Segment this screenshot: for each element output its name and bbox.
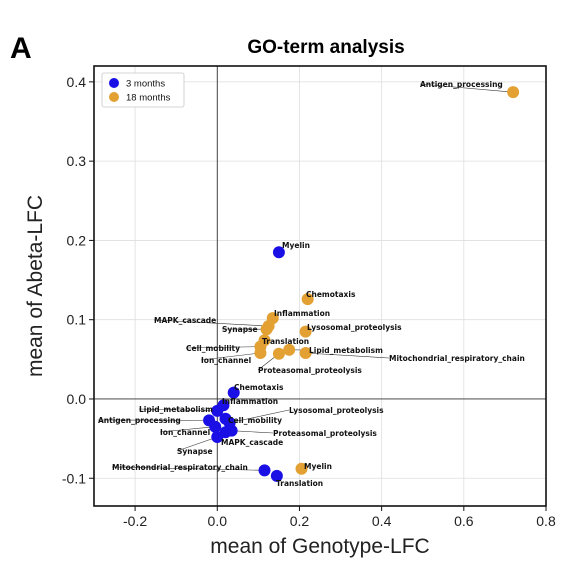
point-label: Myelin [282,241,310,250]
grid-lines [94,66,547,506]
legend-marker-18-months [109,92,119,102]
point-18-months [301,293,314,306]
point-label: Ion_channel [160,428,210,437]
point-label: Chemotaxis [234,383,284,392]
point-3-months [209,420,222,433]
point-18-months [283,343,296,356]
point-label: Cell_mobility [228,416,282,425]
point-label: Mitochondrial_respiratory_chain [112,463,248,472]
point-label: MAPK_cascade [154,316,216,325]
x-axis-ticks: -0.2 0.0 0.2 0.4 0.6 0.8 [123,506,556,529]
x-axis-label: mean of Genotype-LFC [210,535,429,558]
x-tick-label: 0.2 [290,513,310,529]
point-label: Lysosomal_proteolysis [289,406,384,415]
point-label: Mitochondrial_respiratory_chain [389,354,525,363]
label-leader-line [419,83,514,93]
point-3-months [211,404,224,417]
y-tick-label: 0.4 [67,74,87,90]
y-tick-label: 0.2 [67,232,87,248]
point-label: Myelin [304,462,332,471]
legend-marker-3-months [109,78,119,88]
point-label: Translation [262,337,309,346]
point-label: Translation [276,479,323,488]
label-leader-lines [97,83,514,471]
label-leader-line [200,352,261,361]
point-label: Lysosomal_proteolysis [307,323,402,332]
y-axis-label: mean of Abeta-LFC [24,195,47,377]
point-label: Lipid_metabolism [139,405,213,414]
point-label: Antigen_processing [98,416,181,425]
point-3-months [272,246,285,259]
label-leader-line [185,346,261,349]
point-label: Synapse [177,447,213,456]
point-label: Chemotaxis [306,290,356,299]
legend-box [101,72,185,108]
x-tick-label: -0.2 [123,513,147,529]
point-label: MAPK_cascade [221,438,283,447]
y-tick-label: 0.3 [67,153,87,169]
point-label: Antigen_processing [420,80,503,89]
legend-label-18-months: 18 months [126,93,171,104]
x-tick-label: 0.8 [536,513,556,529]
point-3-months [211,431,224,444]
point-18-months [272,347,285,360]
label-leader-line [111,466,265,471]
data-points [203,86,520,482]
label-leader-line [176,436,218,452]
point-3-months [258,464,271,477]
label-leader-line [229,409,290,424]
point-18-months [260,323,273,336]
label-leader-line [138,408,218,412]
y-tick-label: 0.0 [67,391,87,407]
point-18-months [299,325,312,338]
x-tick-label: 0.6 [454,513,474,529]
point-18-months [295,462,308,475]
legend: 3 months 18 months [101,72,185,108]
point-label: Synapse [222,325,258,334]
point-18-months [299,346,312,359]
plot-frame [93,65,547,507]
point-label: Proteasomal_proteolysis [273,429,377,438]
y-tick-label: -0.1 [62,470,86,486]
point-labels: Antigen_processing Chemotaxis Inflammation… [98,80,525,488]
y-axis-ticks: -0.1 0.0 0.1 0.2 0.3 0.4 [62,74,94,486]
x-tick-label: 0.4 [372,513,392,529]
point-label: Proteasomal_proteolysis [258,366,362,375]
point-label: Ion_channel [201,356,251,365]
point-label: Inflammation [274,309,330,318]
point-3-months [227,386,240,399]
legend-label-3-months: 3 months [126,79,165,90]
label-leader-line [305,352,390,359]
y-tick-label: 0.1 [67,312,87,328]
label-leader-line [159,426,216,433]
point-label: Cell_mobility [186,344,240,353]
point-label: Lipid_metabolism [309,346,383,355]
point-18-months [507,86,520,99]
point-18-months [254,346,267,359]
zero-lines [94,66,546,506]
chart-title: GO-term analysis [247,37,404,58]
point-3-months [270,469,283,482]
label-leader-line [231,430,274,434]
panel-letter: A [10,32,32,65]
point-label: Inflammation [222,397,278,406]
label-leader-line [153,319,269,327]
x-tick-label: 0.0 [208,513,228,529]
